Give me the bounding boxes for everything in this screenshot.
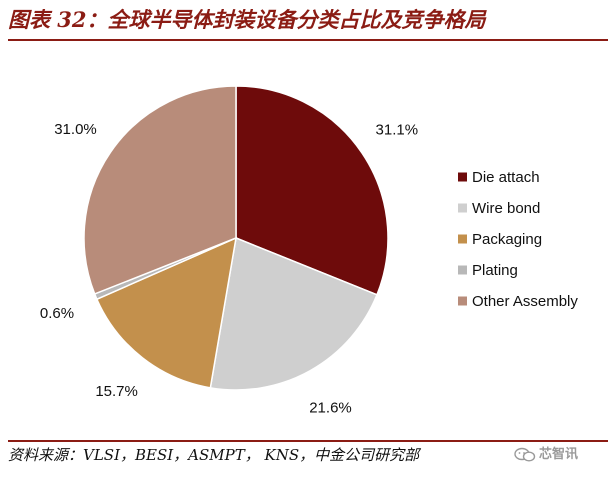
watermark-text: 芯智讯 — [539, 447, 579, 462]
legend-item-plating: Plating — [458, 262, 518, 279]
slice-label-wire-bond: 21.6% — [309, 399, 352, 416]
pie-slices — [83, 85, 389, 391]
title-divider — [8, 39, 608, 41]
legend-label-plating: Plating — [472, 262, 518, 279]
slice-label-packaging: 15.7% — [95, 383, 138, 400]
legend-swatch-other-assembly — [458, 296, 467, 306]
slice-value-labels: 31.1% 21.6% 15.7% 0.6% 31.0% — [40, 121, 418, 416]
source-divider — [8, 440, 608, 442]
legend-label-other-assembly: Other Assembly — [472, 293, 578, 310]
pie-slice-wire-bond — [209, 236, 378, 391]
legend-item-other-assembly: Other Assembly — [458, 293, 578, 310]
legend-swatch-packaging — [458, 234, 467, 244]
chart-title: 图表 32：全球半导体封装设备分类占比及竞争格局 — [8, 7, 486, 32]
legend-swatch-die-attach — [458, 172, 467, 182]
source-note: 资料来源：VLSI，BESI，ASMPT， KNS，中金公司研究部 — [8, 446, 420, 464]
legend-label-die-attach: Die attach — [472, 169, 540, 186]
slice-label-die-attach: 31.1% — [376, 122, 419, 139]
pie-slice-other-assembly — [83, 85, 237, 295]
watermark: 芯智讯 — [514, 444, 578, 466]
wechat-icon — [514, 447, 536, 462]
legend-label-packaging: Packaging — [472, 231, 542, 248]
legend-swatch-plating — [458, 265, 467, 275]
legend-label-wire-bond: Wire bond — [472, 200, 540, 217]
legend-swatch-wire-bond — [458, 203, 467, 213]
slice-label-plating: 0.6% — [40, 305, 74, 322]
legend-item-packaging: Packaging — [458, 231, 542, 248]
legend-item-wire-bond: Wire bond — [458, 200, 540, 217]
slice-label-other-assembly: 31.0% — [54, 121, 97, 138]
pie-slice-die-attach — [235, 85, 389, 296]
chart-legend: Die attach Wire bond Packaging Plating Other… — [458, 169, 578, 310]
pie-slice-packaging — [95, 236, 237, 389]
legend-item-die-attach: Die attach — [458, 169, 540, 186]
